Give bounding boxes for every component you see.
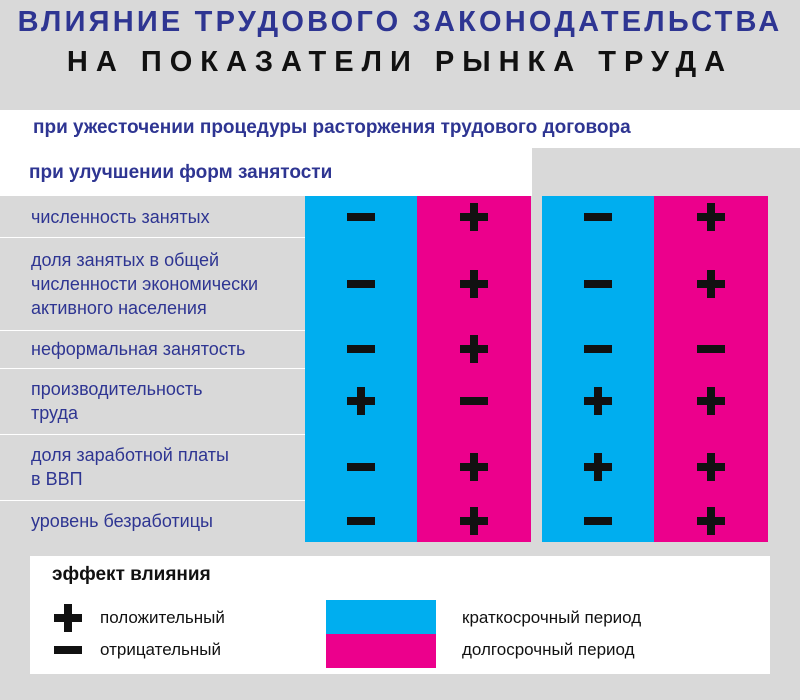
minus-icon [341,330,381,368]
outer-column-header: при ужесточении процедуры расторжения тр… [33,117,631,138]
plus-icon [691,500,731,542]
inner-short-term-column [305,196,417,542]
outer-header-band [0,110,800,148]
row-label: доля занятых в общей численности экономи… [31,249,259,318]
minus-icon [341,500,381,542]
minus-icon [578,500,618,542]
plus-icon [341,368,381,434]
legend-negative-label: отрицательный [100,640,222,659]
legend-short-term-label: краткосрочный период [462,608,642,627]
minus-icon [454,368,494,434]
row-separator [0,237,305,238]
long-term-swatch [326,634,436,668]
plus-icon [454,196,494,237]
plus-icon [578,434,618,500]
minus-icon [341,196,381,237]
row-label: производительность труда [31,379,203,423]
row-label: неформальная занятость [31,339,246,359]
plus-icon [454,330,494,368]
minus-icon [54,636,82,664]
minus-icon [691,330,731,368]
plus-icon [454,237,494,330]
row-label: численность занятых [31,206,210,227]
legend: эффект влияния положительный отрицательн… [30,556,770,674]
minus-icon [341,237,381,330]
legend-title: эффект влияния [52,564,211,585]
plus-icon [691,434,731,500]
row-separator [0,368,305,369]
minus-icon [578,196,618,237]
row-separator [0,330,305,331]
plus-icon [54,604,82,632]
row-separator [0,500,305,501]
plus-icon [578,368,618,434]
plus-icon [454,434,494,500]
minus-icon [341,434,381,500]
row-separator [0,434,305,435]
legend-long-term-label: долгосрочный период [462,640,635,659]
inner-header-band [0,148,532,196]
title-line-1: ВЛИЯНИЕ ТРУДОВОГО ЗАКОНОДАТЕЛЬСТВА [17,6,783,38]
minus-icon [578,330,618,368]
plus-icon [691,368,731,434]
plus-icon [454,500,494,542]
minus-icon [578,237,618,330]
outer-short-term-column [542,196,654,542]
inner-long-term-column [417,196,531,542]
short-term-swatch [326,600,436,634]
title-line-2: НА ПОКАЗАТЕЛИ РЫНКА ТРУДА [66,46,734,78]
outer-long-term-column [654,196,768,542]
row-label: доля заработной платы в ВВП [31,445,229,489]
inner-column-header: при улучшении форм занятости [29,162,333,183]
legend-positive-label: положительный [100,608,225,627]
plus-icon [691,196,731,237]
row-label: уровень безработицы [31,511,213,531]
plus-icon [691,237,731,330]
